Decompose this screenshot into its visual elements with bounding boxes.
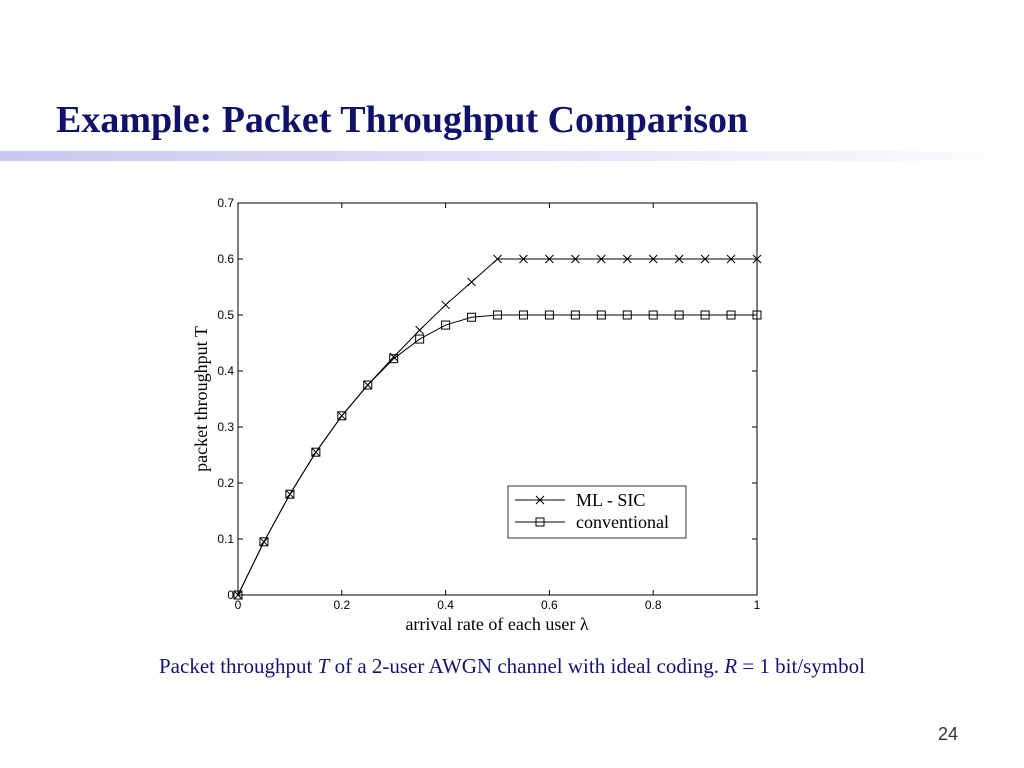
y-tick-label: 0.3 [217, 420, 234, 434]
square-marker [674, 310, 684, 320]
y-tick-label: 0.1 [217, 532, 234, 546]
slide-title: Example: Packet Throughput Comparison [56, 99, 749, 141]
caption-var-r: R [724, 654, 738, 678]
figure-caption: Packet throughput T of a 2-user AWGN cha… [0, 654, 1024, 679]
legend-label: ML - SIC [576, 490, 645, 510]
page-number: 24 [937, 724, 958, 744]
x-tick-label: 0.6 [541, 598, 558, 612]
x-marker [493, 254, 502, 264]
x-tick-label: 1 [754, 598, 761, 612]
square-marker [648, 310, 658, 320]
square-marker [544, 310, 554, 320]
series-line [237, 314, 757, 596]
series-conventional [233, 310, 762, 600]
square-marker [535, 517, 545, 527]
x-marker [648, 254, 658, 264]
x-tick-label: 0.8 [645, 598, 662, 612]
y-tick-label: 0 [227, 588, 234, 602]
plot-frame [237, 202, 758, 596]
y-tick-label: 0.4 [217, 364, 234, 378]
x-marker [570, 254, 580, 264]
square-marker [285, 489, 295, 499]
y-tick-label: 0.5 [217, 308, 234, 322]
square-marker [467, 312, 477, 322]
square-marker [311, 447, 321, 457]
x-tick-label: 0.4 [437, 598, 454, 612]
y-tick-label: 0.7 [217, 196, 234, 210]
square-marker [752, 310, 762, 320]
square-marker [363, 380, 373, 390]
square-marker [518, 310, 528, 320]
square-marker [622, 310, 632, 320]
square-marker [726, 310, 736, 320]
series-line [237, 258, 757, 596]
x-marker [545, 254, 554, 264]
x-marker [700, 254, 710, 264]
series-ml-sic [233, 254, 762, 600]
square-marker [259, 537, 269, 547]
square-marker [596, 310, 606, 320]
x-marker [674, 254, 684, 264]
caption-var-t: T [317, 654, 330, 678]
x-marker [752, 254, 762, 264]
square-marker [389, 354, 399, 364]
square-marker [700, 310, 710, 320]
square-marker [441, 320, 451, 330]
x-axis-label: arrival rate of each user λ [405, 614, 588, 634]
x-marker [415, 325, 425, 335]
title-underline [0, 151, 1024, 161]
x-marker [535, 495, 545, 505]
caption-text: = 1 bit/symbol [737, 654, 865, 678]
y-axis-label: packet throughput T [191, 326, 211, 472]
square-marker [493, 310, 502, 320]
x-marker [596, 254, 606, 264]
square-marker [415, 334, 425, 344]
x-tick-label: 0.2 [333, 598, 350, 612]
x-marker [622, 254, 632, 264]
x-marker [467, 277, 476, 287]
y-tick-label: 0.6 [217, 252, 234, 266]
caption-text: of a 2-user AWGN channel with ideal codi… [329, 654, 725, 678]
x-marker [441, 300, 450, 310]
square-marker [337, 411, 347, 421]
y-tick-label: 0.2 [217, 476, 234, 490]
legend-label: conventional [576, 512, 669, 532]
caption-text: Packet throughput [159, 654, 318, 678]
x-tick-label: 0 [235, 598, 242, 612]
x-marker [519, 254, 528, 264]
x-marker [726, 254, 736, 264]
square-marker [233, 590, 243, 600]
square-marker [570, 310, 580, 320]
